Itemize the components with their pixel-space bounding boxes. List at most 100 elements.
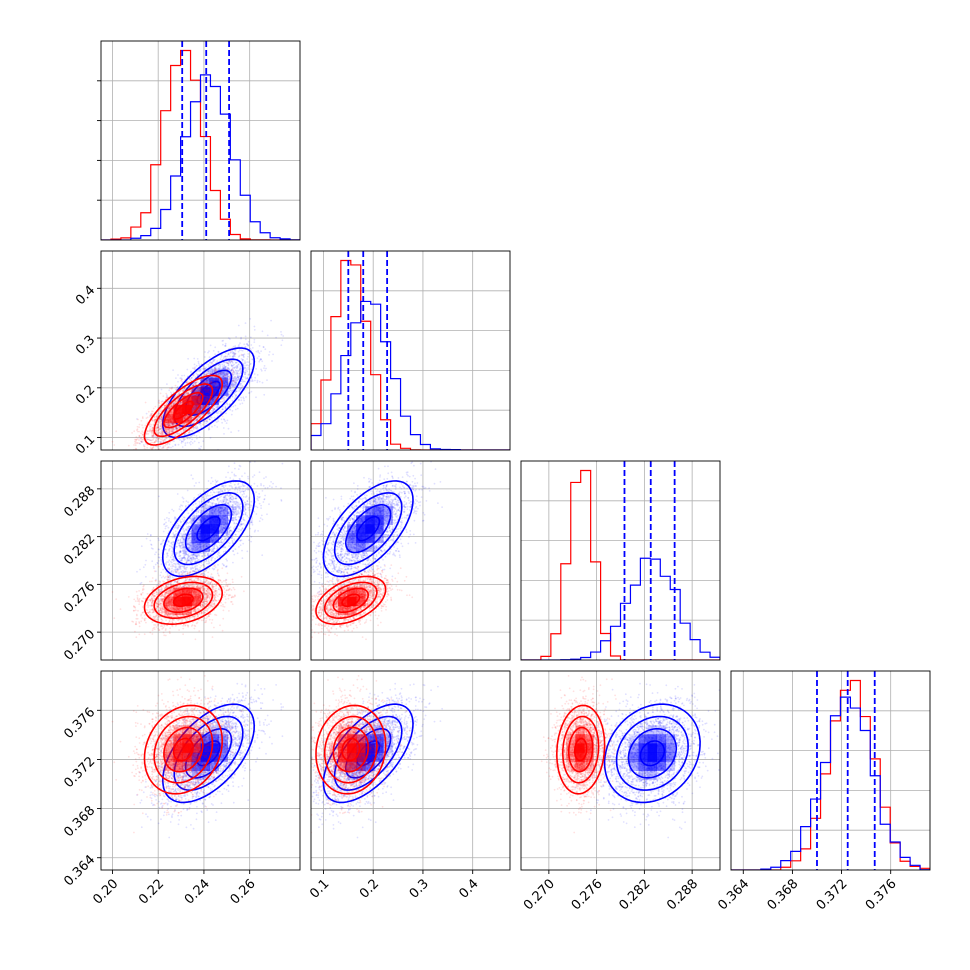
sample-point [168,431,170,434]
sample-point [239,387,242,390]
sample-point [178,403,181,405]
sample-point [227,364,230,367]
sample-point [154,451,156,453]
sample-point [141,424,144,426]
sample-point [218,387,221,390]
sample-point [134,438,136,441]
sample-point [213,416,216,419]
sample-point [183,468,185,470]
sample-point [162,446,165,449]
sample-point [217,373,220,376]
sample-point [199,367,202,370]
sample-point [234,366,237,368]
sample-point [241,380,244,383]
sample-point [226,375,229,378]
sample-point [223,399,225,402]
sample-point [246,358,249,360]
sample-point [190,370,193,373]
sample-point [152,453,154,455]
sample-point [203,367,205,370]
sample-point [230,382,233,385]
sample-point [230,389,233,392]
sample-point [224,374,227,377]
sample-point [216,406,219,409]
sample-point [205,380,208,383]
sample-point [179,439,181,441]
sample-point [157,425,160,428]
sample-point [227,352,230,355]
sample-point [196,437,198,440]
sample-point [209,411,212,414]
sample-point [216,378,219,380]
sample-point [222,343,224,346]
sample-point [219,358,222,361]
sample-point [213,369,216,372]
sample-point [191,384,194,387]
sample-point [219,364,222,367]
sample-point [248,364,250,367]
sample-point [239,367,242,370]
sample-point [215,371,218,374]
sample-point [220,356,223,358]
sample-point [234,355,236,357]
sample-point [240,336,243,339]
sample-point [234,362,237,364]
sample-point [205,373,208,376]
sample-point [141,416,144,418]
sample-point [151,434,154,437]
sample-point [227,395,230,397]
sample-point [234,375,236,378]
sample-point [214,408,217,410]
sample-point [135,436,138,438]
sample-point [237,324,240,327]
sample-point [195,427,198,430]
sample-point [198,441,200,444]
sample-point [181,378,184,381]
sample-point [208,413,210,416]
sample-point [196,418,198,421]
sample-point [235,376,238,379]
sample-point [235,336,238,338]
sample-point [156,437,159,439]
sample-point [236,379,239,382]
sample-point [158,431,161,434]
sample-point [227,393,230,396]
sample-point [189,443,192,446]
sample-point [244,360,246,362]
sample-point [223,433,225,435]
sample-point [232,383,235,386]
sample-point [222,391,225,393]
sample-point [142,431,145,434]
sample-point [238,398,241,401]
sample-point [212,360,215,362]
sample-point [227,388,230,391]
sample-point [251,358,254,361]
sample-point [141,433,144,436]
sample-point [208,379,211,381]
sample-point [221,359,224,362]
sample-point [227,362,230,365]
sample-point [221,375,224,377]
sample-point [250,380,253,383]
sample-point [219,412,222,415]
sample-point [178,402,181,405]
sample-point [175,454,177,456]
sample-point [159,445,162,448]
sample-point [198,436,201,438]
sample-point [176,427,179,430]
sample-point [226,419,229,422]
sample-point [187,419,190,421]
sample-point [241,379,243,381]
sample-point [252,380,254,382]
sample-point [211,371,214,373]
sample-point [231,361,234,364]
sample-point [240,354,243,357]
sample-point [187,426,190,429]
sample-point [200,415,202,417]
sample-point [175,426,178,429]
sample-point [229,352,232,354]
sample-point [152,441,154,444]
sample-point [232,385,235,388]
sample-point [144,462,146,464]
sample-point [166,423,169,426]
